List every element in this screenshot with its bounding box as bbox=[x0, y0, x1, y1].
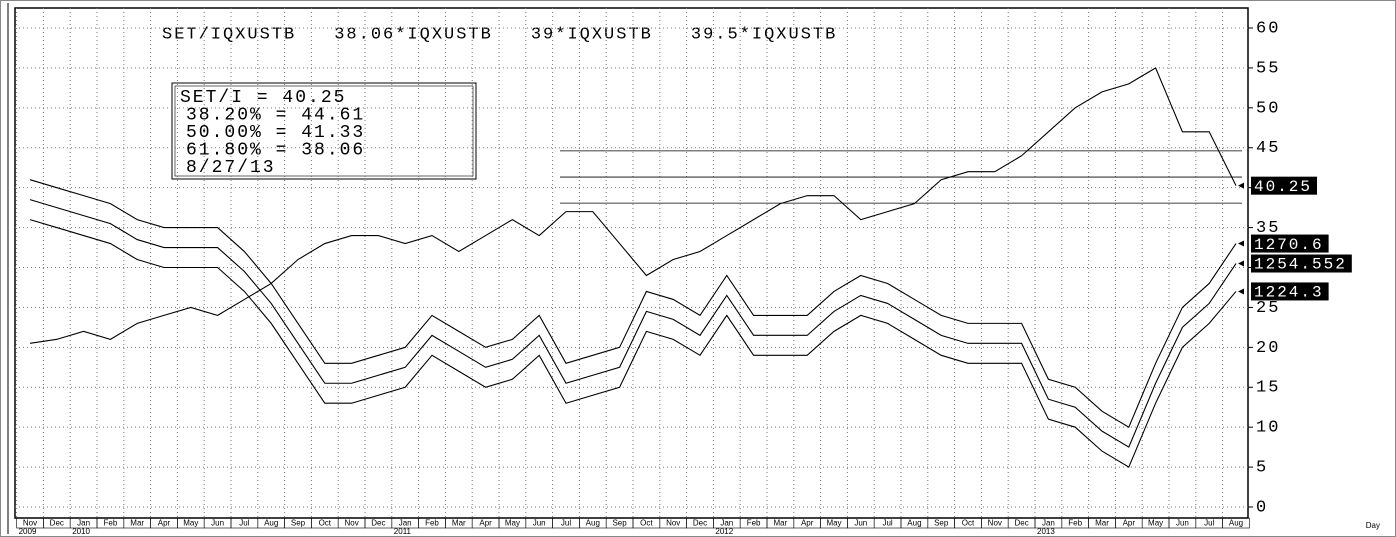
y-tick-label: 5 bbox=[1256, 459, 1268, 478]
x-tick-label: Feb bbox=[1068, 519, 1082, 528]
x-tick-label: Oct bbox=[640, 519, 653, 528]
x-tick-label: Oct bbox=[319, 519, 332, 528]
y-tick-label: 10 bbox=[1256, 419, 1280, 438]
end-label: 1254.552 bbox=[1254, 256, 1347, 274]
x-tick-label: Apr bbox=[801, 519, 814, 528]
x-tick-label: Aug bbox=[586, 519, 600, 528]
x-tick-label: Feb bbox=[104, 519, 118, 528]
x-tick-label: Apr bbox=[479, 519, 492, 528]
x-tick-label: Mar bbox=[130, 519, 144, 528]
end-label: 1270.6 bbox=[1254, 236, 1324, 254]
x-tick-label: May bbox=[1148, 519, 1163, 528]
x-tick-label: Sep bbox=[291, 519, 306, 528]
legend-entry: SET/IQXUSTB bbox=[162, 25, 296, 44]
x-tick-label: Nov bbox=[666, 519, 680, 528]
x-tick-label: Jun bbox=[211, 519, 224, 528]
x-tick-label: Aug bbox=[264, 519, 278, 528]
y-tick-label: 25 bbox=[1256, 299, 1280, 318]
year-label: 2010 bbox=[72, 527, 90, 536]
year-label: 2013 bbox=[1037, 527, 1055, 536]
y-tick-label: 60 bbox=[1256, 19, 1280, 38]
x-tick-label: Jul bbox=[239, 519, 249, 528]
x-tick-label: May bbox=[505, 519, 520, 528]
x-tick-label: Aug bbox=[907, 519, 921, 528]
year-label: 2012 bbox=[715, 527, 733, 536]
x-tick-label: Mar bbox=[1095, 519, 1109, 528]
x-tick-label: Mar bbox=[452, 519, 466, 528]
x-tick-label: Jul bbox=[561, 519, 571, 528]
year-label: 2009 bbox=[19, 527, 37, 536]
x-tick-label: Nov bbox=[988, 519, 1002, 528]
x-tick-label: May bbox=[183, 519, 198, 528]
frame bbox=[1, 1, 1396, 537]
chart: Day SET/IQXUSTB38.06*IQXUSTB39*IQXUSTB39… bbox=[0, 0, 1396, 537]
y-tick-label: 15 bbox=[1256, 379, 1280, 398]
x-tick-label: Dec bbox=[1014, 519, 1028, 528]
x-tick-label: Apr bbox=[158, 519, 171, 528]
x-tick-label: Jun bbox=[1176, 519, 1189, 528]
x-tick-label: May bbox=[826, 519, 841, 528]
end-label: 40.25 bbox=[1254, 178, 1312, 196]
x-tick-label: Sep bbox=[934, 519, 949, 528]
end-label: 1224.3 bbox=[1254, 284, 1324, 302]
x-tick-label: Dec bbox=[371, 519, 385, 528]
x-tick-label: Jun bbox=[533, 519, 546, 528]
x-tick-label: Apr bbox=[1123, 519, 1136, 528]
x-tick-label: Aug bbox=[1229, 519, 1243, 528]
x-unit: Day bbox=[1366, 521, 1380, 530]
legend-entry: 38.06*IQXUSTB bbox=[334, 25, 493, 44]
y-tick-label: 20 bbox=[1256, 339, 1280, 358]
y-tick-label: 45 bbox=[1256, 139, 1280, 158]
y-tick-label: 55 bbox=[1256, 59, 1280, 78]
x-tick-label: Oct bbox=[962, 519, 975, 528]
x-tick-label: Dec bbox=[50, 519, 64, 528]
info-line: 8/27/13 bbox=[186, 158, 276, 178]
x-tick-label: Sep bbox=[612, 519, 627, 528]
y-tick-label: 0 bbox=[1256, 498, 1268, 517]
x-tick-label: Jul bbox=[1204, 519, 1214, 528]
x-tick-label: Jul bbox=[882, 519, 892, 528]
y-tick-label: 50 bbox=[1256, 99, 1280, 118]
x-tick-label: Nov bbox=[344, 519, 358, 528]
year-label: 2011 bbox=[394, 527, 412, 536]
x-tick-label: Feb bbox=[425, 519, 439, 528]
x-tick-label: Mar bbox=[774, 519, 788, 528]
x-tick-label: Dec bbox=[693, 519, 707, 528]
x-tick-label: Feb bbox=[747, 519, 761, 528]
x-tick-label: Jun bbox=[854, 519, 867, 528]
